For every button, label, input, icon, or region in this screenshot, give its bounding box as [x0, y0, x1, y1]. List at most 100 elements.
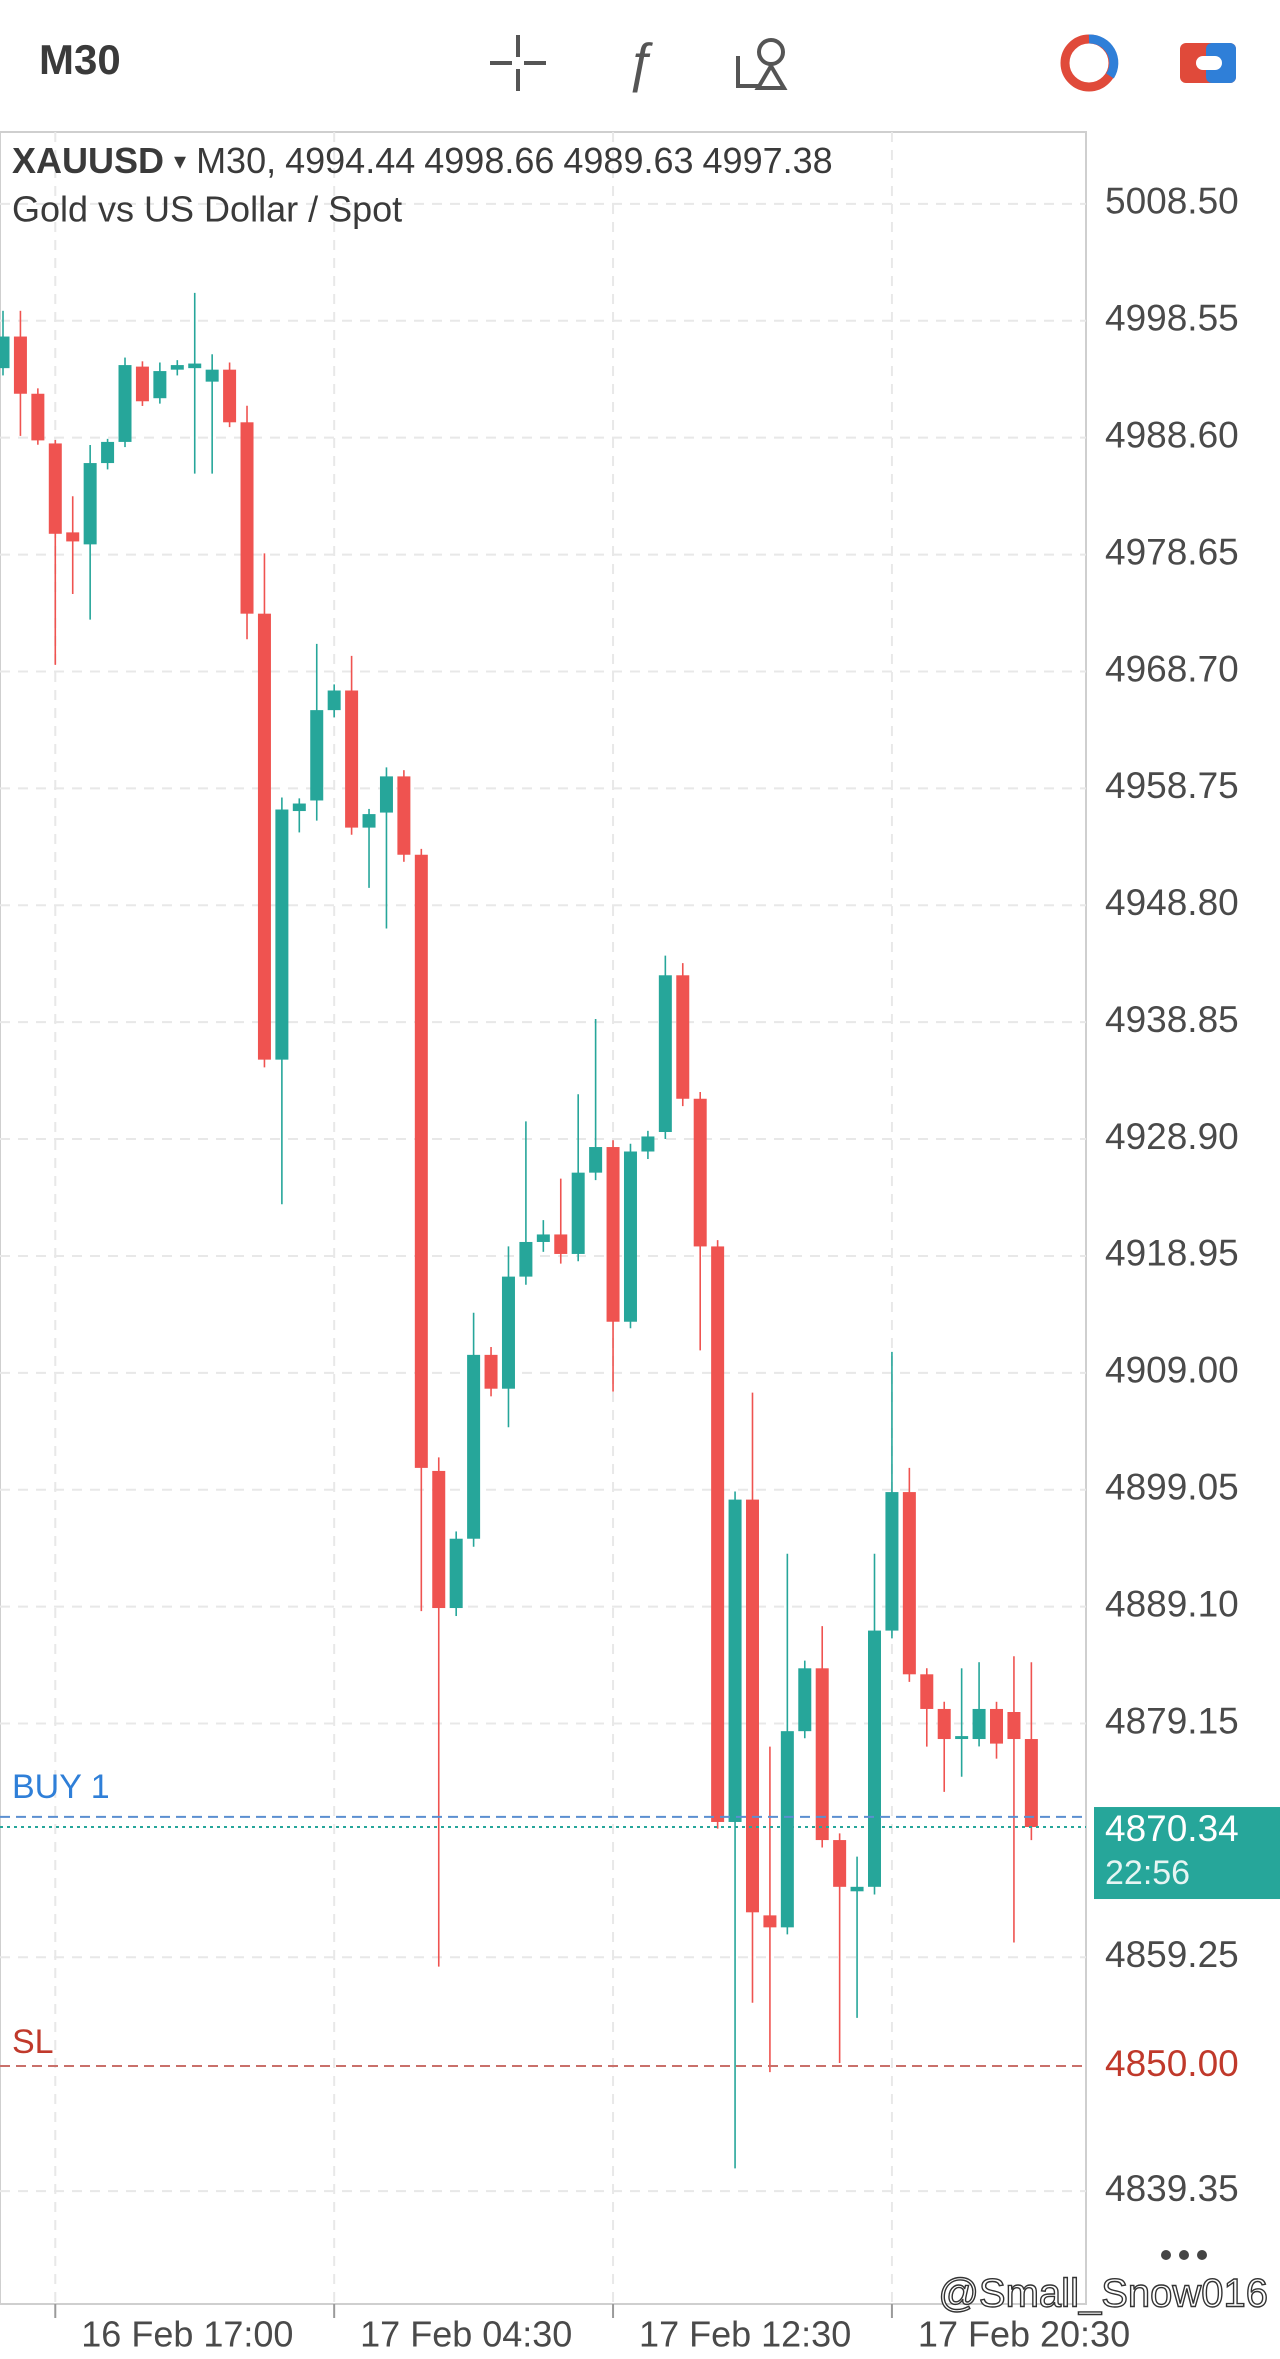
candle-body: [257, 613, 271, 1060]
candle-body: [554, 1234, 568, 1254]
candle-body: [484, 1354, 498, 1389]
current-price-label: 4870.34: [1105, 1808, 1239, 1849]
account-icon[interactable]: [1180, 43, 1236, 83]
candle-body: [711, 1246, 725, 1822]
candle-body: [693, 1098, 707, 1247]
open-value: 4994.44: [285, 140, 415, 181]
chart-header: XAUUSD ▾ M30, 4994.44 4998.66 4989.63 4997.38: [12, 140, 833, 181]
candle-body: [501, 1276, 515, 1389]
current-price-box: [1094, 1807, 1280, 1900]
indicators-icon[interactable]: ƒ: [625, 32, 655, 93]
candle-body: [379, 776, 393, 813]
objects-icon[interactable]: [736, 38, 788, 90]
candle-body: [101, 441, 115, 464]
grid: [0, 132, 1086, 2304]
y-tick-label: 4938.85: [1105, 999, 1239, 1040]
more-icon[interactable]: [1161, 2250, 1207, 2260]
x-tick-label: 16 Feb 17:00: [81, 2314, 293, 2355]
y-tick-label: 4958.75: [1105, 765, 1239, 806]
candle-body: [937, 1708, 951, 1740]
y-tick-label: 4839.35: [1105, 2168, 1239, 2209]
candle-body: [48, 443, 62, 534]
candle-body: [641, 1136, 655, 1152]
candle-body: [31, 393, 45, 441]
y-tick-label: 4998.55: [1105, 298, 1239, 339]
x-tick-label: 17 Feb 12:30: [639, 2314, 851, 2355]
y-tick-label: 4988.60: [1105, 414, 1239, 455]
candle-body: [170, 365, 184, 370]
candle-body: [327, 690, 341, 711]
chart-subtitle: Gold vs US Dollar / Spot: [12, 189, 402, 230]
x-tick-label: 17 Feb 20:30: [918, 2314, 1130, 2355]
candle-body: [571, 1172, 585, 1254]
y-tick-label: 4918.95: [1105, 1233, 1239, 1274]
candle-body: [815, 1668, 829, 1841]
y-tick-label: 4889.10: [1105, 1583, 1239, 1624]
symbol[interactable]: XAUUSD: [12, 140, 164, 181]
low-value: 4989.63: [563, 140, 693, 181]
y-tick-label: 4909.00: [1105, 1350, 1239, 1391]
candle-body: [345, 690, 359, 828]
candle-body: [972, 1708, 986, 1740]
candle-body: [885, 1492, 899, 1631]
candle-body: [83, 463, 97, 545]
countdown-label: 22:56: [1105, 1854, 1190, 1892]
symbol-dropdown[interactable]: ▾: [174, 148, 186, 175]
candle-body: [397, 776, 411, 855]
candles: [0, 292, 1038, 2169]
candle-body: [275, 809, 289, 1060]
candle-body: [66, 532, 80, 542]
x-tick-label: 17 Feb 04:30: [360, 2314, 572, 2355]
candle-body: [188, 363, 202, 369]
buy-label: BUY 1: [12, 1768, 110, 1806]
candle-body: [798, 1668, 812, 1732]
candle-body: [205, 369, 219, 382]
high-value: 4998.66: [424, 140, 554, 181]
watermark: @Small_Snow016: [938, 2272, 1268, 2316]
candle-body: [135, 366, 149, 402]
candle-body: [153, 371, 167, 399]
sl-label: SL: [12, 2023, 54, 2061]
y-tick-label: 5008.50: [1105, 181, 1239, 222]
candle-body: [467, 1354, 481, 1539]
plot-frame: [0, 131, 1087, 2305]
y-tick-label: 4968.70: [1105, 648, 1239, 689]
candle-body: [223, 369, 237, 423]
candle-body: [955, 1736, 969, 1740]
y-tick-label: 4948.80: [1105, 882, 1239, 923]
candle-body: [292, 803, 306, 812]
candle-body: [902, 1492, 916, 1675]
candle-body: [676, 975, 690, 1099]
candle-body: [310, 710, 324, 801]
candle-body: [606, 1147, 620, 1322]
candle-body: [1024, 1739, 1038, 1828]
toolbar: M30 ƒ: [39, 32, 1236, 93]
y-tick-label: 4899.05: [1105, 1467, 1239, 1508]
candle-body: [728, 1499, 742, 1822]
timeframe: M30: [196, 140, 266, 181]
candle-body: [745, 1499, 759, 1913]
close-value: 4997.38: [703, 140, 833, 181]
candle-body: [763, 1915, 777, 1928]
sl-price-label: 4850.00: [1105, 2043, 1239, 2084]
candle-body: [519, 1241, 533, 1277]
candle-body: [1007, 1712, 1021, 1740]
toolbar-timeframe[interactable]: M30: [39, 36, 121, 83]
y-tick-label: 4859.25: [1105, 1934, 1239, 1975]
candle-body: [833, 1840, 847, 1887]
crosshair-icon[interactable]: [490, 35, 546, 91]
candle-body: [13, 336, 27, 394]
candle-body: [536, 1234, 550, 1242]
candle-body: [658, 975, 672, 1133]
y-tick-label: 4879.15: [1105, 1700, 1239, 1741]
candle-body: [780, 1731, 794, 1928]
trade-icon[interactable]: [1060, 34, 1119, 92]
candle-body: [868, 1630, 881, 1887]
candle-body: [240, 422, 254, 614]
separator: ,: [266, 140, 276, 181]
candle-body: [623, 1151, 637, 1322]
candle-body: [362, 814, 376, 828]
y-tick-label: 4978.65: [1105, 531, 1239, 572]
candle-body: [449, 1538, 463, 1609]
